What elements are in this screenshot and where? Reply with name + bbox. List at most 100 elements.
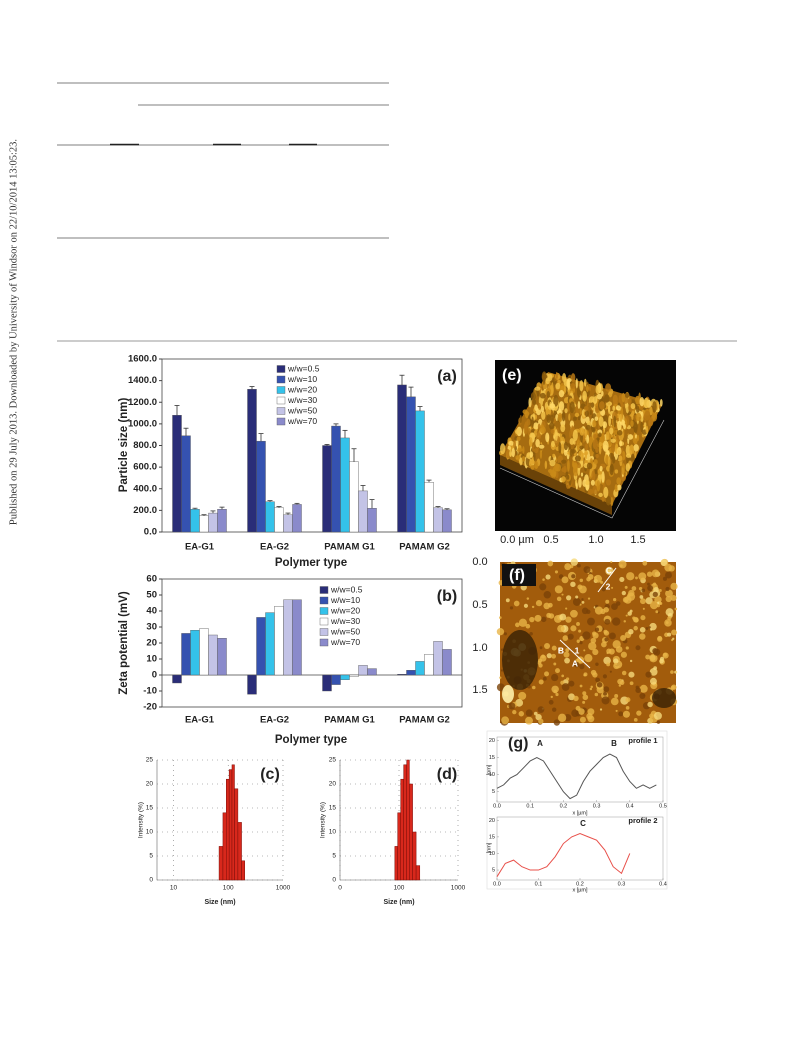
afm-texture	[636, 710, 642, 716]
afm-texture	[542, 578, 545, 581]
legend-label: w/w=50	[330, 626, 360, 636]
afm-texture	[539, 583, 547, 591]
afm-texture	[607, 456, 611, 468]
histogram-bar	[412, 831, 417, 881]
afm-texture	[599, 401, 605, 410]
afm-texture	[594, 416, 599, 421]
x-tick-label: 100	[394, 885, 405, 892]
afm-texture	[579, 578, 584, 583]
afm-texture	[652, 401, 657, 413]
afm-texture	[508, 440, 514, 446]
afm-texture	[624, 585, 628, 589]
legend-swatch	[276, 386, 286, 394]
afm-texture	[594, 469, 598, 475]
afm-texture	[605, 566, 614, 575]
afm-texture	[610, 443, 616, 453]
afm-texture	[610, 697, 619, 706]
afm-texture	[564, 657, 570, 664]
afm-texture	[500, 669, 504, 672]
afm-texture	[642, 607, 645, 610]
afm-texture	[499, 616, 502, 619]
afm-texture	[576, 622, 580, 626]
afm-texture	[532, 399, 537, 405]
afm-texture	[664, 563, 673, 572]
afm-texture	[602, 440, 609, 452]
error-bar	[192, 507, 198, 510]
legend-label: w/w=20	[330, 605, 360, 615]
error-bar	[201, 514, 207, 516]
afm-texture	[601, 390, 604, 397]
histogram-bar	[226, 778, 230, 881]
afm-texture	[647, 582, 650, 586]
afm-texture	[563, 651, 570, 658]
afm-texture	[628, 671, 635, 678]
afm-texture	[522, 409, 528, 415]
afm-texture	[540, 405, 544, 413]
afm-texture	[629, 659, 633, 663]
afm-texture	[598, 443, 602, 455]
afm-texture	[583, 672, 588, 677]
afm-texture	[558, 390, 565, 398]
afm-texture	[639, 633, 646, 640]
bar	[208, 512, 218, 533]
afm-texture	[526, 597, 530, 600]
afm-texture	[625, 697, 631, 703]
legend-label: w/w=30	[287, 395, 317, 405]
afm-texture	[625, 614, 628, 617]
afm-texture	[555, 668, 560, 674]
afm-texture	[594, 606, 603, 615]
afm-texture	[518, 691, 527, 700]
afm-texture	[555, 371, 558, 380]
axis-tick-label: 1.5	[472, 684, 487, 696]
bar	[217, 638, 227, 676]
afm-texture	[503, 632, 507, 636]
afm-texture	[565, 607, 568, 610]
afm-texture	[610, 560, 613, 564]
afm-texture	[581, 601, 585, 604]
afm-texture	[542, 676, 547, 681]
afm-texture	[561, 674, 565, 678]
afm-texture	[605, 479, 612, 486]
afm-texture	[674, 670, 678, 674]
afm-texture	[586, 609, 591, 615]
afm-texture	[651, 569, 660, 578]
afm-texture	[659, 398, 663, 407]
afm-texture	[630, 420, 634, 428]
y-tick-label: 1000.0	[128, 418, 157, 429]
afm-texture	[612, 617, 621, 626]
afm-texture	[665, 595, 672, 603]
afm-texture	[600, 580, 604, 584]
profile-line	[496, 833, 631, 877]
afm-texture	[582, 631, 591, 640]
afm-texture	[533, 711, 538, 716]
afm-texture	[619, 564, 623, 568]
afm-texture	[601, 496, 605, 502]
afm-texture	[626, 572, 635, 581]
y-axis-label: Intensity (%)	[320, 802, 327, 838]
afm-texture	[620, 473, 627, 482]
afm-texture	[568, 413, 571, 421]
error-bar	[249, 386, 255, 390]
afm-texture	[629, 444, 635, 456]
y-tick-label: 10	[489, 851, 495, 857]
afm-texture	[593, 459, 598, 465]
bar	[181, 633, 191, 676]
afm-texture	[587, 574, 594, 580]
afm-texture	[587, 488, 594, 495]
afm-texture	[537, 706, 545, 713]
afm-texture	[624, 392, 630, 398]
afm-texture	[550, 428, 555, 434]
afm-texture	[657, 636, 663, 642]
afm-texture	[645, 671, 652, 678]
afm-texture	[571, 449, 576, 454]
afm-texture	[598, 416, 604, 427]
bar	[358, 665, 368, 676]
afm-texture	[630, 453, 635, 462]
x-axis-label: x [µm]	[572, 810, 588, 816]
x-tick-label: 0.1	[535, 881, 543, 887]
afm-texture	[592, 485, 599, 495]
afm-texture	[518, 711, 525, 717]
afm-texture	[563, 679, 569, 685]
afm-texture	[561, 593, 564, 596]
afm-texture	[563, 403, 568, 410]
